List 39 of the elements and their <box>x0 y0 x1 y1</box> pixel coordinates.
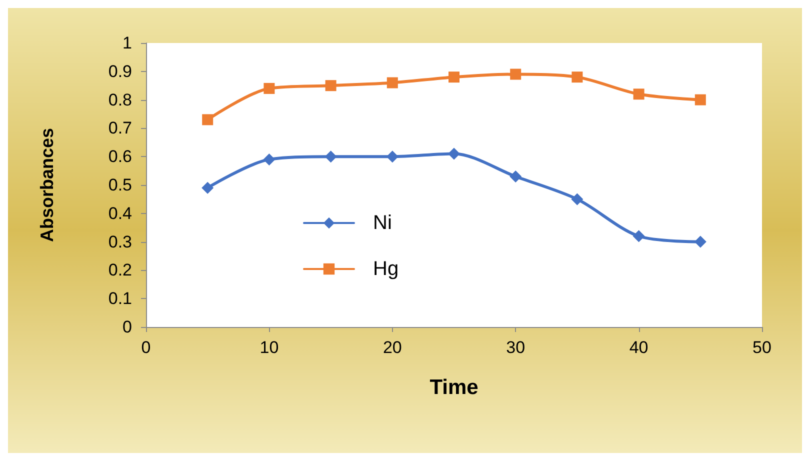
point <box>448 148 460 160</box>
point <box>263 153 276 166</box>
point <box>694 236 706 248</box>
point <box>202 182 214 194</box>
point <box>633 88 644 100</box>
point <box>510 68 522 80</box>
y-tick-label: 0 <box>122 318 132 336</box>
x-tick-label: 0 <box>141 338 151 357</box>
point <box>448 72 460 83</box>
point <box>386 150 398 163</box>
point <box>325 80 336 92</box>
y-tick-label: 0.5 <box>108 176 132 194</box>
point <box>202 114 214 126</box>
point <box>571 193 584 206</box>
point <box>264 82 275 94</box>
y-tick-label: 1 <box>122 34 132 52</box>
point <box>386 77 398 88</box>
y-tick-label: 0.6 <box>108 147 132 166</box>
y-axis-title: Absorbances <box>37 128 57 242</box>
y-tick-label: 0.2 <box>108 260 132 280</box>
y-tick-label: 0.8 <box>108 90 132 110</box>
y-tick-label: 0.4 <box>108 204 132 223</box>
x-tick-label: 10 <box>260 338 279 357</box>
x-tick-label: 30 <box>506 338 526 357</box>
y-tick-label: 0.9 <box>108 62 132 81</box>
x-tick-label: 20 <box>382 338 402 357</box>
y-tick-label: 0.7 <box>108 118 132 138</box>
x-tick-label: 40 <box>629 338 648 357</box>
y-tick-label: 0.1 <box>108 289 132 308</box>
x-axis-title: Time <box>430 376 478 399</box>
point <box>572 72 583 83</box>
point <box>632 230 645 242</box>
legend-label: Hg <box>373 258 399 280</box>
x-tick-label: 50 <box>752 338 772 357</box>
point <box>694 94 706 106</box>
point <box>324 150 337 163</box>
point <box>510 170 522 182</box>
legend-label: Ni <box>373 212 392 234</box>
y-tick-label: 0.3 <box>108 232 132 252</box>
